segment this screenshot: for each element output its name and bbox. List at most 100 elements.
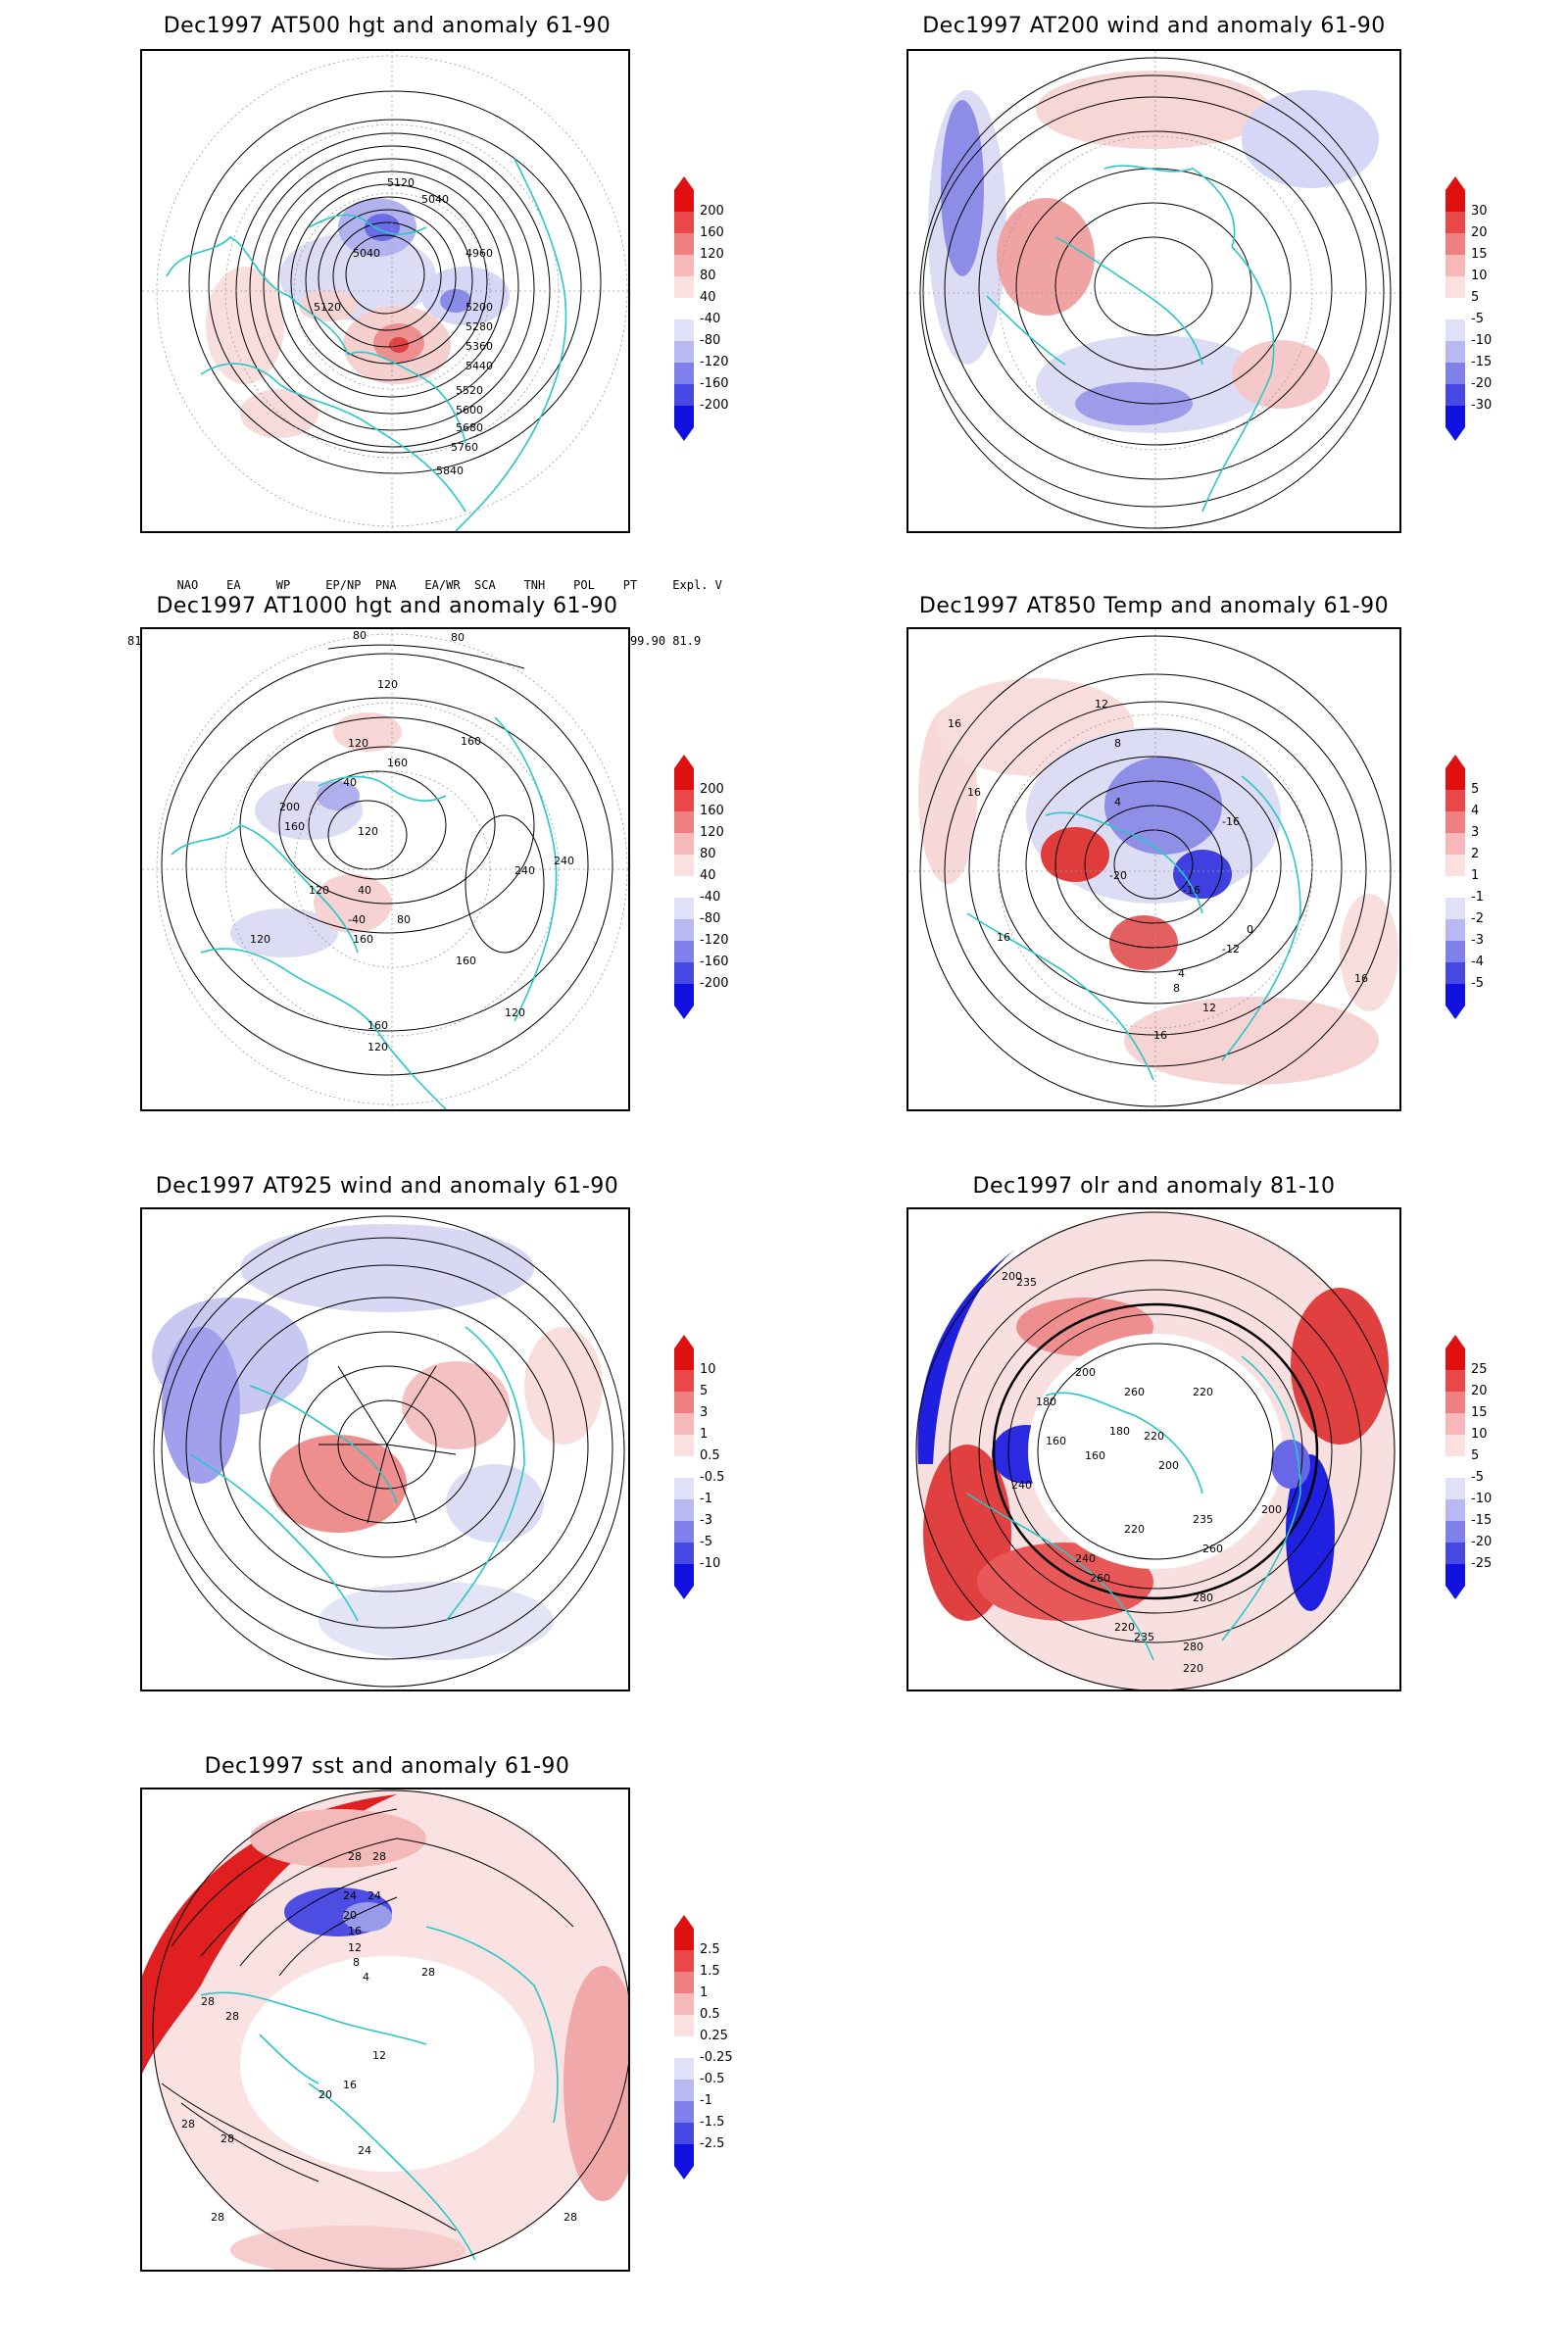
colorbar-segment [674,876,694,898]
panel-title-at500: Dec1997 AT500 hgt and anomaly 61-90 [163,14,612,38]
contour-label: 40 [358,884,371,897]
map-at1000-svg: 80 80 120 160 120 160 40 200 160 120 240 240 40 120 -4… [142,629,628,1109]
contour-label: 40 [343,776,357,789]
contour-label: 280 [1193,1592,1213,1604]
contour-label: 220 [1124,1523,1145,1536]
contour-label: 180 [1109,1425,1130,1438]
contour-label: 200 [1002,1270,1022,1283]
colorbar-segment [1446,276,1465,298]
colorbar-segment [674,855,694,876]
colorbar-segment [674,233,694,255]
colorbar-tick-label: 20 [1471,225,1488,240]
colorbar-tick-label: -160 [700,376,729,391]
colorbar-tick-label: 10 [1471,269,1488,283]
colorbar-segment [1446,212,1465,233]
colorbar-at925 [674,1335,694,1603]
contour-label: 160 [353,933,373,946]
contour-label: 160 [387,757,408,769]
colorbar-tick-label: 10 [1471,1427,1488,1442]
colorbar-segment [1446,1348,1465,1370]
contour-label: 28 [225,2010,239,2023]
colorbar-tick-label: -5 [1471,976,1484,991]
colorbar-arrow-bottom [1446,1005,1465,1019]
colorbar-tick-label: 5 [1471,290,1480,305]
colorbar-segment [1446,1435,1465,1456]
colorbar-segment [1446,876,1465,898]
colorbar-segment [1446,190,1465,212]
colorbar-tick-label: -1 [700,1492,712,1506]
colorbar-tick-label: -40 [700,312,721,326]
colorbar-tick-label: -4 [1471,955,1484,969]
colorbar-tick-label: 5 [1471,782,1480,797]
map-sst: 28 28 24 24 20 16 12 8 4 28 28 28 28 20 16 12 24 28 28 28 [140,1788,630,2272]
contour-label: 160 [1085,1449,1105,1462]
map-at1000: 80 80 120 160 120 160 40 200 160 120 240 240 40 120 -4… [140,627,630,1111]
contour-label: 200 [1158,1459,1179,1472]
contour-label: 220 [1183,1662,1203,1675]
colorbar-arrow-bottom [674,427,694,441]
contour-label: 220 [1144,1430,1164,1443]
colorbar-segment [674,255,694,276]
colorbar-segment [1446,1392,1465,1413]
panel-title-at925: Dec1997 AT925 wind and anomaly 61-90 [155,1174,619,1199]
contour-label: 4 [363,1971,369,1984]
contour-label: 200 [1261,1503,1282,1516]
contour-label: 20 [343,1909,357,1922]
colorbar-tick-label: 1.5 [700,1964,720,1979]
map-at500: 5120 5040 5040 4960 5120 5200 5280 5360 5440 5520… [140,49,630,533]
contour-label: 5120 [387,176,415,189]
contour-label: 12 [1095,698,1108,710]
colorbar-segment [674,1499,694,1521]
contour-label: 28 [372,1850,386,1863]
colorbar-segment [1446,833,1465,855]
colorbar-at850-svg [1446,755,1465,1019]
colorbar-tick-label: 3 [700,1405,709,1420]
contour-label: 4960 [466,247,493,260]
colorbar-arrow-top [674,1915,694,1929]
colorbar-segment [674,212,694,233]
colorbar-tick-label: 80 [700,847,716,861]
contour-label: 8 [1173,982,1180,995]
colorbar-segment [674,790,694,811]
contour-labels: 28 28 24 24 20 16 12 84 28 28 28 28 20 16 12 24 28 28 28 [181,1850,577,2224]
contour-label: 12 [1202,1002,1216,1014]
colorbar-segment [674,363,694,384]
colorbar-segment [1446,768,1465,790]
map-at925-svg [152,1215,625,1688]
colorbar-at500-svg [674,176,694,441]
contours [161,644,613,1076]
contour-label: 235 [1193,1513,1213,1526]
contour-label: 28 [181,2118,195,2131]
colorbar-segment [1446,384,1465,406]
colorbar-tick-label: -10 [1471,1492,1493,1506]
colorbar-tick-label: 80 [700,269,716,283]
coastlines [190,1326,525,1622]
contour-label: 12 [348,1941,362,1954]
colorbar-segment [674,1972,694,1993]
contour-label: 5040 [421,193,449,206]
colorbar-tick-label: -5 [1471,1470,1484,1485]
contour-label: 0 [1247,923,1253,936]
colorbar-segment [1446,984,1465,1005]
colorbar-tick-label: -1.5 [700,2115,725,2130]
colorbar-segment [674,319,694,341]
colorbar-segment [1446,941,1465,962]
colorbar-segment [674,2058,694,2080]
colorbar-segment [674,984,694,1005]
colorbar-segment [674,1521,694,1543]
colorbar-tick-label: 200 [700,782,724,797]
contour-label: 200 [1075,1366,1096,1379]
colorbar-segment [674,190,694,212]
contour-labels: 5120 5040 5040 4960 5120 5200 5280 5360 5440 5520… [314,176,493,477]
contour-label: 16 [948,717,961,730]
contour-label: 24 [368,1889,381,1902]
colorbar-tick-label: 0.5 [700,2007,720,2022]
contour-label: 4 [1178,967,1185,980]
colorbar-tick-label: 1 [1471,868,1480,883]
colorbar-segment [1446,898,1465,919]
contour-label: -12 [1222,943,1240,956]
colorbar-tick-label: -200 [700,398,729,413]
colorbar-segment [1446,1370,1465,1392]
contour-label: 260 [1090,1572,1110,1585]
contour-label: -20 [1109,869,1127,882]
